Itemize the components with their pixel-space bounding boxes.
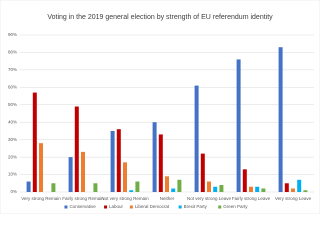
legend-label: Liberal Democrat [135,204,170,209]
bar [39,143,43,192]
x-tick-label: Neither [160,196,175,201]
x-tick-label: Not very strong Remain [101,196,149,201]
chart-title: Voting in the 2019 general election by s… [47,14,273,21]
bar [165,176,169,192]
bar [32,92,37,192]
bar [116,129,121,192]
legend-label: Brexit Party [184,204,208,209]
bar [242,169,247,192]
x-tick-label: Very strong Remain [21,196,61,201]
legend-swatch [178,205,182,209]
bar [123,162,127,192]
bar [177,179,182,192]
bar [51,183,56,192]
bar [236,59,241,192]
x-tick-label: Very strong Leave [275,196,312,201]
legend-label: Conservative [69,204,96,209]
bar [261,188,266,192]
bar [171,188,176,192]
legend-swatch [218,205,222,209]
bar [93,183,98,192]
bar [68,157,73,192]
y-tick-label: 80% [8,50,17,55]
bar [303,190,308,192]
y-tick-label: 50% [8,102,17,107]
bar [152,122,157,192]
bar [135,181,140,192]
bar [26,181,31,192]
bar [81,151,85,192]
bar [278,47,283,192]
y-tick-label: 20% [8,154,17,159]
bar [74,106,79,192]
bar [249,186,253,192]
bar [129,190,134,192]
y-tick-label: 40% [8,119,17,124]
x-tick-label: Not very strong Leave [187,196,232,201]
x-tick-label: Fairly strong Remain [62,196,104,201]
y-tick-label: 0% [10,189,17,194]
bar [194,85,199,192]
y-tick-label: 60% [8,85,17,90]
bar [297,179,302,192]
x-tick-label: Fairly strong Leave [232,196,271,201]
bar [158,134,163,192]
y-tick-label: 70% [8,67,17,72]
bar [291,188,295,192]
legend-swatch [129,205,133,209]
legend-label: Green Party [223,204,248,209]
bar [110,130,115,192]
bar [200,153,205,192]
bar [207,181,211,192]
bar [213,186,218,192]
bar [219,185,224,192]
y-tick-label: 10% [8,172,17,177]
chart: Voting in the 2019 general election by s… [0,0,320,214]
legend-swatch [104,205,108,209]
y-tick-label: 30% [8,137,17,142]
legend-swatch [64,205,68,209]
bar [255,186,260,192]
legend-label: Labour [109,204,124,209]
bar [284,183,289,192]
y-tick-label: 90% [8,32,17,37]
